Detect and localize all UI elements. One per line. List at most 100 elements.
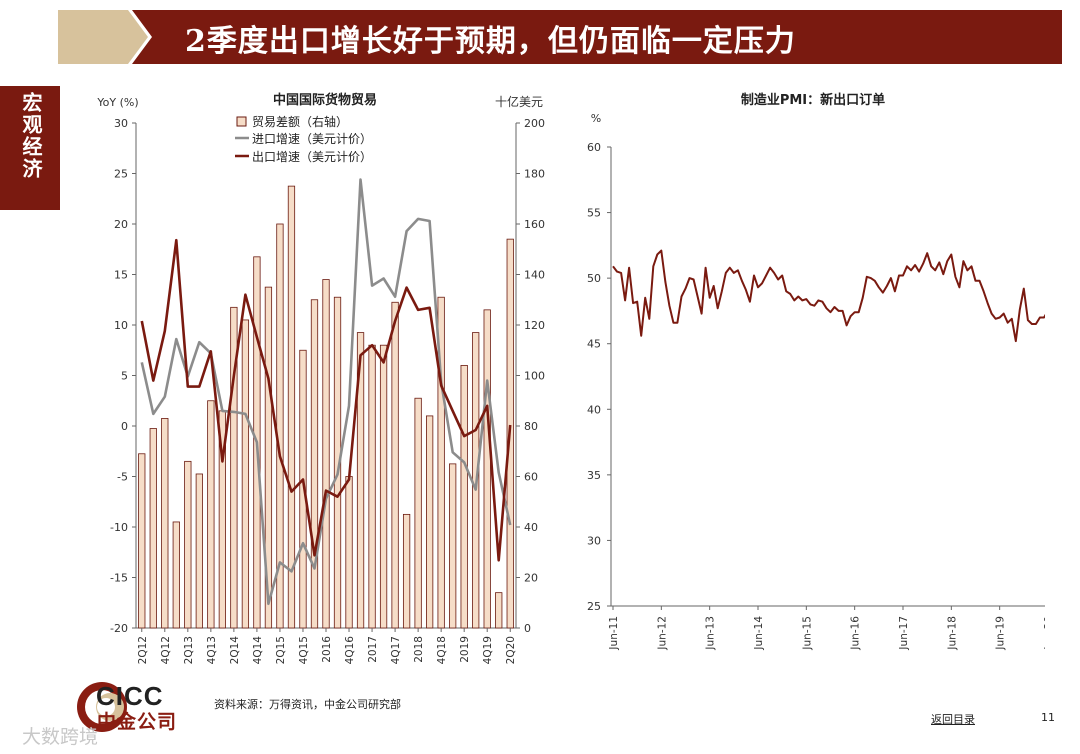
x-tick-label: Jun-18 <box>946 616 958 651</box>
balance-bar <box>195 473 203 629</box>
y-axis-label: % <box>591 112 601 125</box>
trade-chart: 中国国际货物贸易 YoY (%) 十亿美元 贸易差额（右轴） 进口增速（美元计价… <box>96 92 545 665</box>
legend-export-label: 出口增速（美元计价） <box>252 150 372 164</box>
legend-import-label: 进口增速（美元计价） <box>252 132 372 146</box>
chart-title: 中国国际货物贸易 <box>273 92 377 108</box>
x-tick-label: 2Q13 <box>183 636 195 664</box>
y-right-tick-label: 80 <box>524 420 538 433</box>
y-left-tick-label: 25 <box>114 168 128 181</box>
balance-bar <box>149 428 157 629</box>
y-right-tick-label: 100 <box>524 370 545 383</box>
balance-bar <box>426 415 434 629</box>
y-left-tick-label: 5 <box>121 370 128 383</box>
y-tick-label: 25 <box>587 600 601 613</box>
back-to-contents-link[interactable]: 返回目录 <box>931 713 975 726</box>
logo-wordmark-en: CICC <box>96 681 164 711</box>
y-right-tick-label: 180 <box>524 168 545 181</box>
x-tick-label: Jun-17 <box>898 616 910 651</box>
balance-bar <box>414 397 422 629</box>
y-left-tick-label: 20 <box>114 218 128 231</box>
y-left-tick-label: 30 <box>114 117 128 130</box>
balance-bar <box>379 344 388 629</box>
balance-bar <box>161 418 169 629</box>
chart-title: 制造业PMI：新出口订单 <box>741 92 885 108</box>
balance-bar <box>287 185 296 629</box>
x-tick-label: Jun-11 <box>608 616 620 651</box>
x-tick-label: Jun-15 <box>801 616 813 651</box>
y-right-tick-label: 200 <box>524 117 545 130</box>
balance-bar <box>483 309 491 629</box>
section-label: 宏观经济 <box>19 92 43 180</box>
balance-bar <box>322 279 330 629</box>
balance-bar <box>356 332 365 629</box>
pmi-export-orders-chart: 制造业PMI：新出口订单 % 25 30 35 40 45 50 55 60 Jun-11 Jun… <box>587 92 1045 651</box>
x-tick-label: 2Q12 <box>137 636 149 664</box>
x-tick-label: 2Q14 <box>229 636 241 665</box>
y-left-tick-label: 15 <box>114 269 128 282</box>
header-banner <box>58 10 1062 64</box>
balance-bar <box>184 460 192 629</box>
x-tick-label: Jun-14 <box>753 616 765 651</box>
balance-bar <box>264 286 273 629</box>
x-tick-label: 2Q15 <box>275 636 287 664</box>
x-tick-label: Jun-13 <box>705 616 717 651</box>
balance-bar <box>460 364 468 629</box>
page-title: 2季度出口增长好于预期，但仍面临一定压力 <box>185 24 796 59</box>
y-right-tick-label: 40 <box>524 521 538 534</box>
x-tick-label: 2017 <box>367 636 379 663</box>
y-right-tick-label: 60 <box>524 471 538 484</box>
x-tick-label: 2Q20 <box>505 636 517 664</box>
legend-balance-label: 贸易差额（右轴） <box>252 114 348 129</box>
page-number: 11 <box>1041 711 1055 724</box>
x-tick-label: 2018 <box>413 636 425 663</box>
balance-bar <box>345 476 353 629</box>
import-growth-line <box>140 178 512 606</box>
x-tick-label: Jun-19 <box>995 616 1007 651</box>
y-tick-label: 30 <box>587 534 601 547</box>
balance-bar <box>391 301 399 629</box>
x-tick-label: Jun-20 <box>1043 616 1045 651</box>
x-tick-label: Jun-16 <box>850 616 862 651</box>
export-growth-line <box>140 238 512 562</box>
balance-bar <box>449 463 457 629</box>
pmi-export-orders-line <box>612 249 1045 343</box>
x-tick-label: 4Q12 <box>160 636 172 664</box>
y-tick-label: 45 <box>587 338 601 351</box>
x-tick-label: 4Q16 <box>344 636 356 665</box>
balance-bar <box>402 513 411 629</box>
y-right-tick-label: 20 <box>524 572 538 585</box>
x-tick-label: 4Q17 <box>390 636 402 664</box>
x-tick-label: Jun-12 <box>656 616 668 651</box>
y-left-tick-label: 0 <box>121 420 128 433</box>
balance-bar <box>310 299 319 629</box>
cicc-logo <box>77 682 127 732</box>
balance-bar <box>241 319 250 629</box>
x-tick-label: 4Q19 <box>482 636 494 664</box>
legend-balance-swatch <box>236 116 247 127</box>
y-right-tick-label: 140 <box>524 269 545 282</box>
x-tick-label: 4Q15 <box>298 636 310 664</box>
y-tick-label: 55 <box>587 207 601 220</box>
y-left-tick-label: -20 <box>110 622 128 635</box>
source-note: 资料来源：万得资讯，中金公司研究部 <box>214 698 401 711</box>
y-tick-label: 60 <box>587 141 601 154</box>
y-right-tick-label: 160 <box>524 218 545 231</box>
balance-bar <box>138 453 146 629</box>
y-left-tick-label: -10 <box>110 521 128 534</box>
banner-gold-arrow <box>58 10 148 64</box>
y-left-label: YoY (%) <box>96 96 138 109</box>
balance-bar <box>172 521 180 629</box>
y-left-tick-label: 10 <box>114 319 128 332</box>
watermark: 大数跨境 <box>22 726 99 748</box>
y-tick-label: 35 <box>587 469 601 482</box>
x-tick-label: 4Q14 <box>252 636 264 665</box>
y-right-label: 十亿美元 <box>495 94 543 109</box>
logo-wordmark-cn: 中金公司 <box>97 711 178 733</box>
x-tick-label: 4Q18 <box>436 636 448 664</box>
y-right-tick-label: 120 <box>524 319 545 332</box>
section-tab <box>0 86 60 210</box>
balance-bar <box>495 592 503 629</box>
y-tick-label: 40 <box>587 403 601 416</box>
y-tick-label: 50 <box>587 272 601 285</box>
y-right-tick-label: 0 <box>524 622 531 635</box>
